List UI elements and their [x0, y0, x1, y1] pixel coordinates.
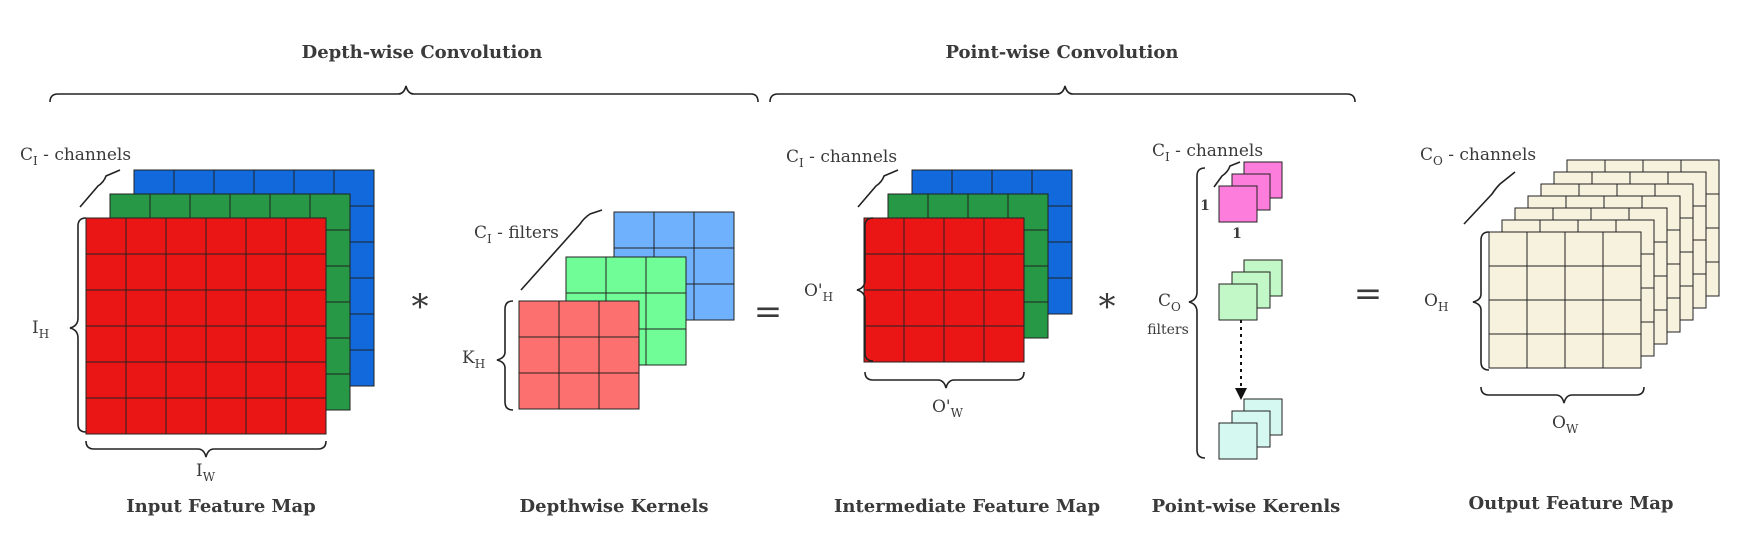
convolution-operator-2: * — [1099, 287, 1116, 327]
pointwise-channels-brace — [1213, 161, 1241, 188]
input-channels-brace — [79, 169, 121, 208]
input-channel-red — [85, 217, 327, 435]
pointwise-section-title: Point-wise Convolution — [945, 42, 1178, 63]
depthwise-section-brace — [49, 85, 759, 103]
convolution-operator-1: * — [412, 287, 429, 327]
pointwise-section-brace — [769, 85, 1356, 103]
pointwise-filters-word: filters — [1147, 322, 1189, 338]
depthwise-section-title: Depth-wise Convolution — [302, 42, 543, 63]
output-channel-0 — [1488, 231, 1642, 369]
intermediate-width-label: O'W — [932, 397, 964, 420]
depthwise-kernel-red — [518, 300, 640, 410]
pointwise-channels-label: CI - channels — [1152, 141, 1263, 164]
input-channels-label: CI - channels — [20, 145, 131, 168]
input-feature-map-label: Input Feature Map — [126, 496, 315, 517]
intermediate-height-brace — [856, 217, 874, 362]
pointwise-kernel-mid-2 — [1218, 283, 1258, 321]
output-feature-map-label: Output Feature Map — [1468, 493, 1673, 514]
depthwise-filters-label: CI - filters — [474, 223, 559, 246]
depthwise-filters-brace — [520, 209, 603, 291]
output-feature-map — [1488, 159, 1720, 369]
kernel-one-height-label: 1 — [1200, 198, 1210, 214]
output-width-brace — [1480, 386, 1645, 404]
depthwise-kernels — [518, 211, 735, 410]
intermediate-height-label: O'H — [804, 281, 833, 304]
input-feature-map — [85, 169, 375, 435]
pointwise-count-label: CO — [1158, 291, 1181, 314]
output-height-label: OH — [1424, 291, 1448, 314]
input-height-label: IH — [32, 318, 49, 341]
input-width-brace — [85, 440, 327, 458]
output-height-brace — [1472, 231, 1490, 371]
intermediate-channel-red — [863, 217, 1025, 363]
equals-operator-2: = — [1354, 274, 1383, 314]
pointwise-filters-brace — [1188, 167, 1206, 459]
depthwise-kernels-label: Depthwise Kernels — [520, 496, 709, 517]
pointwise-kernel-bottom-2 — [1218, 422, 1258, 460]
intermediate-channels-label: CI - channels — [786, 147, 897, 170]
intermediate-channels-brace — [857, 169, 899, 208]
pointwise-kernels — [1218, 161, 1283, 460]
intermediate-feature-map-label: Intermediate Feature Map — [834, 496, 1100, 517]
output-channels-brace — [1463, 171, 1516, 225]
pointwise-kernel-top-2 — [1218, 185, 1258, 223]
intermediate-width-brace — [864, 371, 1025, 389]
ellipsis-arrow-head — [1235, 388, 1247, 400]
kernel-one-width-label: 1 — [1232, 226, 1242, 242]
kernel-height-label: KH — [462, 348, 485, 371]
input-width-label: IW — [196, 461, 216, 484]
intermediate-feature-map — [863, 169, 1073, 363]
equals-operator-1: = — [754, 292, 783, 332]
output-width-label: OW — [1552, 413, 1579, 436]
kernel-height-brace — [496, 300, 514, 411]
output-channels-label: CO - channels — [1420, 145, 1536, 168]
input-height-brace — [69, 217, 87, 433]
pointwise-kernels-label: Point-wise Kerenls — [1152, 496, 1341, 517]
